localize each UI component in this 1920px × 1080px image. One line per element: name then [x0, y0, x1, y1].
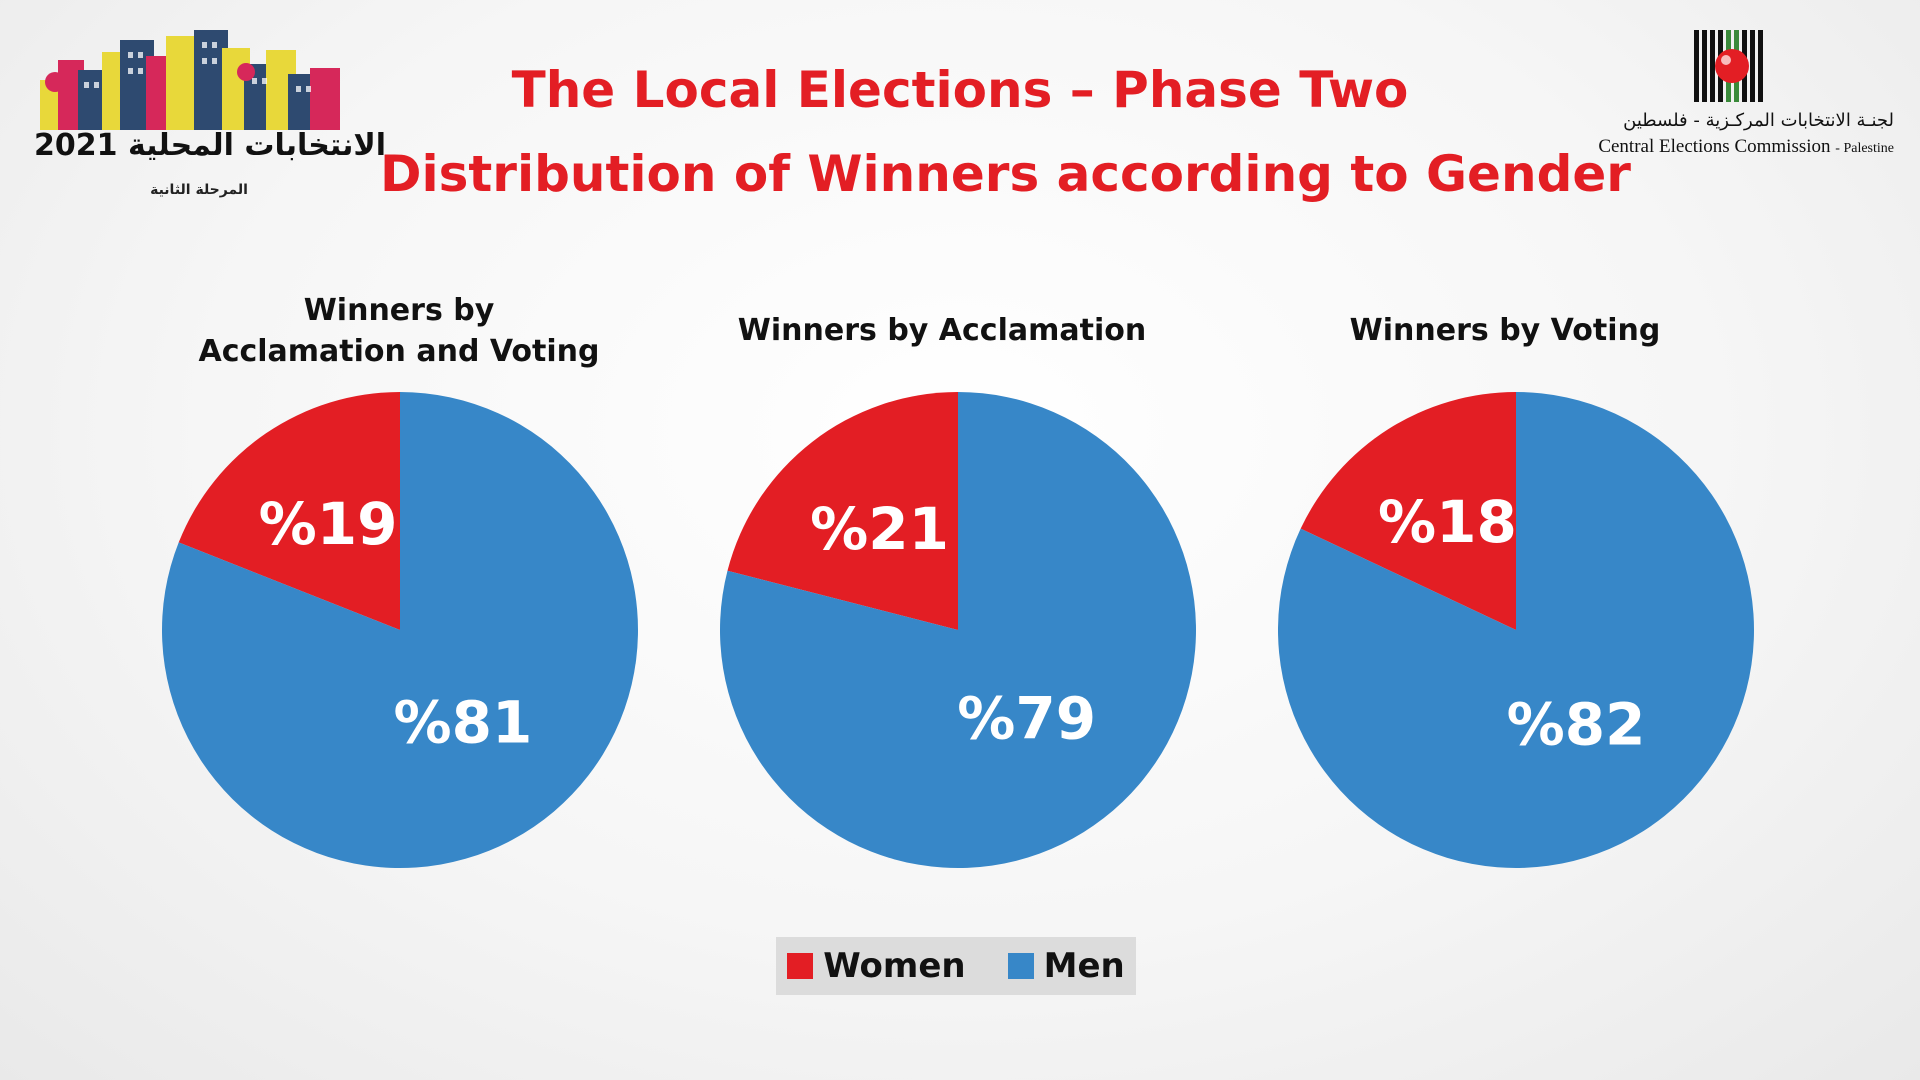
pie-chart-acclamation-voting: %19 %81	[161, 392, 638, 868]
pie-slice-women	[178, 392, 400, 630]
chart-title-voting: Winners by Voting	[1295, 310, 1715, 351]
cec-logo: لجنـة الانتخابات المركـزية - فلسطين Cent…	[1550, 30, 1900, 170]
pie-label-women: %21	[810, 495, 949, 563]
legend-swatch-men	[1007, 953, 1034, 979]
chart-title-acclamation-voting: Winners by Acclamation and Voting	[189, 290, 609, 372]
cec-english-suffix: - Palestine	[1835, 141, 1894, 156]
pie-label-men: %82	[1507, 691, 1646, 759]
cec-emblem-icon	[1694, 30, 1763, 102]
pie-slice-men	[1278, 392, 1754, 868]
cec-english-title: Central Elections Commission	[1598, 136, 1831, 157]
pie-slice-women	[1300, 392, 1516, 630]
pie-chart-acclamation: %21 %79	[720, 392, 1196, 868]
legend-label-women: Women	[823, 946, 966, 986]
legend-swatch-women	[787, 953, 814, 979]
city-skyline-icon	[40, 30, 340, 130]
chart-title-acclamation-text: Winners by Acclamation	[737, 313, 1147, 348]
chart-title-voting-text: Winners by Voting	[1349, 313, 1661, 348]
cec-english-name: Central Elections Commission - Palestine	[1598, 136, 1894, 158]
legend-item-men: Men	[1007, 946, 1125, 986]
title-line-2: Distribution of Winners according to Gen…	[380, 145, 1631, 203]
pie-chart-voting: %18 %82	[1278, 392, 1754, 868]
pie-label-women: %19	[259, 490, 398, 558]
legend: Women Men	[776, 937, 1136, 995]
chart-title-acclamation: Winners by Acclamation	[732, 310, 1152, 351]
pie-label-men: %81	[394, 689, 533, 757]
logo-year-text: 2021 الانتخابات المحلية	[34, 128, 387, 163]
cec-arabic-name: لجنـة الانتخابات المركـزية - فلسطين	[1623, 110, 1894, 131]
chart-title-acclamation-voting-text: Winners by Acclamation and Voting	[198, 293, 600, 369]
pie-slice-men	[720, 392, 1196, 868]
page-title: The Local Elections – Phase Two Distribu…	[380, 48, 1631, 216]
logo-subtitle: المرحلة الثانية	[150, 182, 248, 198]
legend-label-men: Men	[1043, 946, 1125, 986]
legend-item-women: Women	[787, 946, 966, 986]
elections-2021-logo: 2021 الانتخابات المحلية المرحلة الثانية	[34, 30, 387, 198]
pie-slice-women	[727, 392, 958, 630]
title-line-1: The Local Elections – Phase Two	[511, 61, 1409, 119]
pie-slice-men	[161, 392, 638, 868]
pie-label-women: %18	[1378, 488, 1517, 556]
pie-label-men: %79	[957, 684, 1096, 752]
